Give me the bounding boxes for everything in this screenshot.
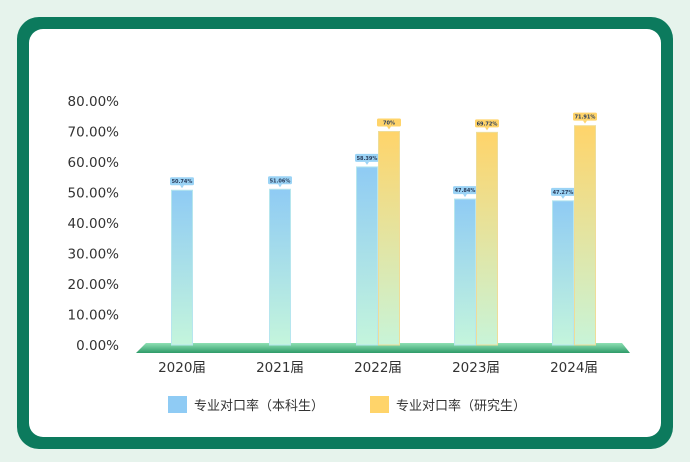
y-tick-label: 40.00% — [68, 216, 120, 232]
data-label: 51.06% — [270, 178, 291, 184]
x-tick-label: 2021届 — [256, 360, 304, 376]
legend[interactable]: 专业对口率（本科生） 专业对口率（研究生） — [168, 396, 526, 414]
x-tick-label: 2022届 — [354, 360, 402, 376]
data-label-box — [453, 186, 477, 195]
x-tick-label: 2020届 — [158, 360, 206, 376]
data-label-pointer — [278, 184, 282, 188]
y-tick-label: 20.00% — [68, 277, 120, 293]
data-label: 70% — [383, 121, 395, 127]
data-label: 47.84% — [455, 188, 476, 194]
data-label-box — [355, 153, 379, 162]
bar-undergrad-4 — [454, 198, 476, 346]
data-label: 71.91% — [575, 115, 596, 121]
data-label-box — [475, 119, 499, 128]
data-label-box — [377, 118, 401, 127]
data-label-box — [268, 176, 292, 185]
data-label-pointer — [463, 194, 467, 198]
bar-undergrad-2 — [269, 188, 291, 346]
y-tick-label: 10.00% — [68, 308, 120, 324]
data-label-box — [170, 177, 194, 186]
base-platform — [136, 343, 630, 353]
data-label-box — [551, 187, 575, 196]
y-tick-label: 70.00% — [68, 125, 120, 141]
chart-base-platform — [136, 343, 630, 353]
data-label-box — [573, 112, 597, 121]
bar-undergrad-1 — [171, 189, 193, 346]
data-label-pointer — [561, 195, 565, 199]
bars-layer: 50.74% 51.06% 58.39% 70% 47.84% 69.72% 47.27% 7… — [170, 112, 597, 346]
legend-item-graduate[interactable]: 专业对口率（研究生） — [370, 396, 526, 414]
data-label: 50.74% — [172, 179, 193, 185]
y-tick-label: 80.00% — [68, 94, 120, 110]
bar-undergrad-5 — [552, 200, 574, 346]
bar-graduate-4 — [476, 131, 498, 346]
data-label: 47.27% — [553, 190, 574, 196]
legend-item-undergrad[interactable]: 专业对口率（本科生） — [168, 396, 324, 414]
legend-label: 专业对口率（本科生） — [194, 398, 324, 414]
data-label-pointer — [485, 127, 489, 131]
data-label-pointer — [387, 126, 391, 130]
bar-graduate-3 — [378, 131, 400, 346]
data-label: 58.39% — [357, 156, 378, 162]
y-tick-label: 50.00% — [68, 186, 120, 202]
data-label-pointer — [583, 120, 587, 124]
data-label-pointer — [180, 185, 184, 189]
legend-swatch — [168, 396, 187, 413]
bar-graduate-5 — [574, 125, 596, 346]
y-axis: 0.00% 10.00% 20.00% 30.00% 40.00% 50.00% 60.00… — [68, 94, 120, 354]
y-tick-label: 0.00% — [76, 338, 119, 354]
legend-label: 专业对口率（研究生） — [396, 398, 526, 414]
bar-undergrad-3 — [356, 166, 378, 346]
legend-swatch — [370, 396, 389, 413]
y-tick-label: 30.00% — [68, 247, 120, 263]
data-label: 69.72% — [477, 121, 498, 127]
x-tick-label: 2023届 — [452, 360, 500, 376]
x-tick-label: 2024届 — [550, 360, 598, 376]
y-tick-label: 60.00% — [68, 155, 120, 171]
x-axis: 2020届 2021届 2022届 2023届 2024届 — [158, 360, 598, 376]
data-label-pointer — [365, 161, 369, 165]
